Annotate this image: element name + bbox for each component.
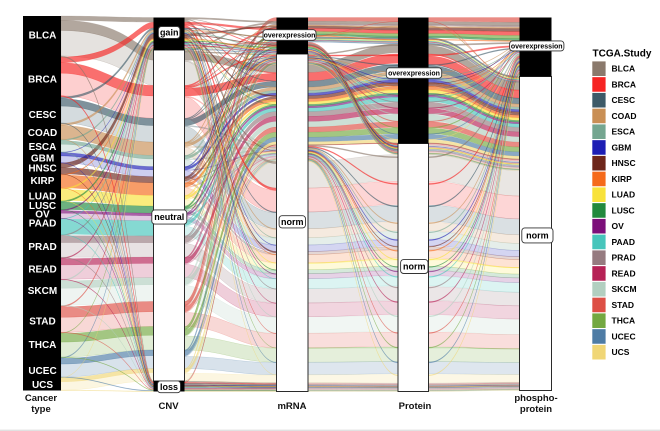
svg-text:ESCA: ESCA: [612, 127, 636, 137]
svg-text:HNSC: HNSC: [612, 158, 636, 168]
svg-text:loss: loss: [160, 382, 178, 392]
svg-text:CNV: CNV: [158, 401, 179, 412]
svg-text:SKCM: SKCM: [28, 286, 57, 297]
svg-text:GBM: GBM: [31, 154, 54, 165]
svg-text:LUAD: LUAD: [612, 190, 636, 200]
svg-text:mRNA: mRNA: [277, 401, 306, 412]
svg-text:BRCA: BRCA: [612, 79, 637, 89]
svg-text:OV: OV: [612, 221, 625, 231]
svg-text:norm: norm: [281, 217, 304, 227]
svg-text:LUSC: LUSC: [29, 201, 56, 212]
svg-text:PAAD: PAAD: [29, 219, 57, 230]
svg-text:overexpression: overexpression: [388, 71, 440, 78]
svg-text:TCGA.Study: TCGA.Study: [593, 49, 652, 60]
svg-text:COAD: COAD: [28, 128, 57, 139]
svg-text:BLCA: BLCA: [29, 31, 57, 42]
svg-text:ESCA: ESCA: [29, 142, 57, 153]
svg-text:READ: READ: [28, 265, 56, 276]
svg-text:gain: gain: [160, 28, 179, 38]
svg-text:KIRP: KIRP: [612, 174, 633, 184]
svg-text:protein: protein: [520, 404, 552, 415]
svg-text:CESC: CESC: [612, 95, 636, 105]
svg-text:THCA: THCA: [29, 340, 57, 351]
svg-text:OV: OV: [35, 210, 50, 221]
svg-text:LUSC: LUSC: [612, 205, 635, 215]
svg-text:overexpression: overexpression: [511, 43, 563, 50]
svg-text:BRCA: BRCA: [28, 75, 57, 86]
svg-text:overexpression: overexpression: [264, 33, 316, 40]
svg-text:HNSC: HNSC: [28, 164, 56, 175]
svg-text:PRAD: PRAD: [612, 253, 636, 263]
svg-text:GBM: GBM: [612, 142, 632, 152]
svg-text:norm: norm: [526, 231, 549, 241]
svg-text:SKCM: SKCM: [612, 284, 637, 294]
svg-text:UCS: UCS: [32, 380, 53, 391]
svg-text:norm: norm: [403, 262, 426, 272]
svg-text:COAD: COAD: [612, 111, 637, 121]
svg-text:Protein: Protein: [399, 401, 432, 412]
svg-text:KIRP: KIRP: [31, 176, 55, 187]
svg-text:UCS: UCS: [612, 347, 630, 357]
svg-text:PAAD: PAAD: [612, 237, 635, 247]
svg-text:Cancer: Cancer: [25, 393, 58, 404]
svg-text:UCEC: UCEC: [612, 331, 636, 341]
svg-text:PRAD: PRAD: [28, 242, 56, 253]
svg-text:THCA: THCA: [612, 316, 636, 326]
svg-text:phospho-: phospho-: [514, 393, 557, 404]
svg-text:BLCA: BLCA: [612, 64, 636, 74]
svg-text:UCEC: UCEC: [28, 366, 56, 377]
svg-text:type: type: [31, 404, 51, 415]
svg-text:STAD: STAD: [29, 317, 55, 328]
svg-text:CESC: CESC: [29, 110, 57, 121]
svg-text:neutral: neutral: [154, 212, 184, 222]
svg-text:STAD: STAD: [612, 300, 635, 310]
svg-text:LUAD: LUAD: [29, 192, 57, 203]
svg-text:READ: READ: [612, 268, 636, 278]
